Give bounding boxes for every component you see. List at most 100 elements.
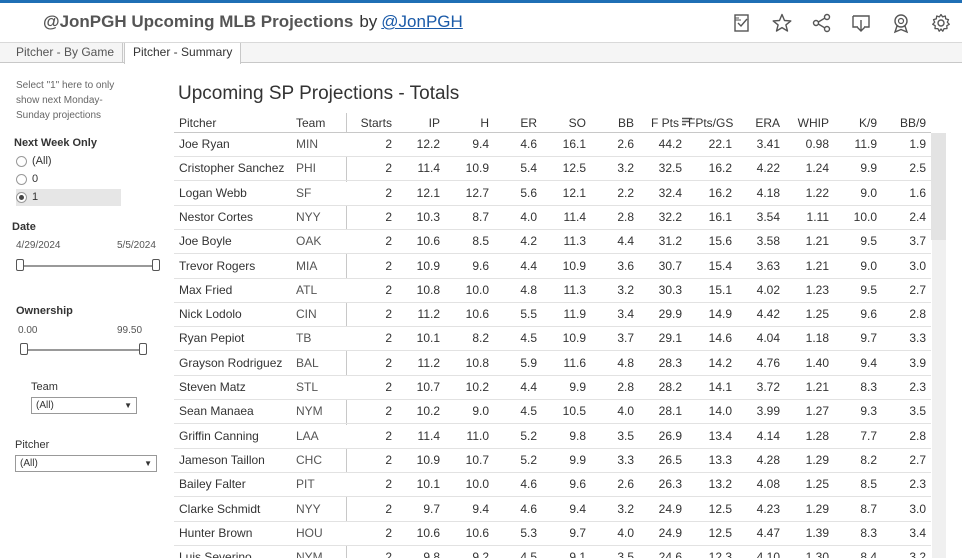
stat-cell: 2 [385, 258, 392, 273]
table-row[interactable]: Grayson Rodriguez BAL 2 11.2 10.8 5.9 11.6 4.8 2… [174, 352, 931, 376]
author-link[interactable]: @JonPGH [381, 12, 463, 31]
pitcher-name-cell: Joe Boyle [179, 234, 232, 249]
note-line: Sunday projections [16, 110, 102, 121]
team-cell: STL [296, 380, 319, 394]
stat-cell: 10.8 [416, 282, 440, 297]
stat-cell: 9.0 [472, 404, 489, 419]
team-dropdown[interactable]: (All) ▼ [31, 397, 137, 414]
tab-pitcher-by-game[interactable]: Pitcher - By Game [8, 43, 124, 63]
column-header[interactable]: F Pts [640, 116, 692, 130]
stat-cell: 5.3 [520, 525, 537, 540]
radio-button[interactable] [16, 156, 27, 167]
table-row[interactable]: Logan Webb SF 2 12.1 12.7 5.6 12.1 2.2 32.4 16.2 4… [174, 181, 931, 206]
pitcher-name-cell: Max Fried [179, 282, 233, 297]
column-header-label: H [480, 116, 489, 130]
pitcher-name-cell: Hunter Brown [179, 525, 253, 540]
stat-cell: 1.23 [805, 282, 829, 297]
download-icon[interactable] [850, 12, 872, 34]
column-header[interactable]: Pitcher [179, 116, 299, 130]
ownership-slider-max-handle[interactable] [139, 343, 147, 355]
date-slider-track[interactable] [20, 265, 157, 267]
clipboard-check-icon[interactable] [731, 12, 753, 34]
column-header[interactable]: Team [296, 116, 336, 130]
stat-cell: 32.5 [658, 161, 682, 176]
share-icon[interactable] [811, 12, 833, 34]
badge-icon[interactable] [890, 12, 912, 34]
stat-cell: 28.3 [658, 355, 682, 370]
column-header[interactable]: BB [594, 116, 634, 130]
stat-cell: 2 [385, 477, 392, 492]
table-row[interactable]: Luis Severino NYM 2 9.8 9.2 4.5 9.1 3.5 24.6 12.3… [174, 546, 931, 558]
column-header[interactable]: FPts/GS [688, 116, 733, 130]
table-row[interactable]: Nick Lodolo CIN 2 11.2 10.6 5.5 11.9 3.4 29.9 14.… [174, 303, 931, 328]
table-row[interactable]: Trevor Rogers MIA 2 10.9 9.6 4.4 10.9 3.6 30.7 15… [174, 255, 931, 279]
table-row[interactable]: Max Fried ATL 2 10.8 10.0 4.8 11.3 3.2 30.3 15.1 4… [174, 278, 931, 303]
table-row[interactable]: Ryan Pepiot TB 2 10.1 8.2 4.5 10.9 3.7 29.1 14.6 4… [174, 327, 931, 352]
table-row[interactable]: Hunter Brown HOU 2 10.6 10.6 5.3 9.7 4.0 24.9 12.… [174, 521, 931, 546]
column-header[interactable]: ER [499, 116, 537, 130]
stat-cell: 1.21 [805, 380, 829, 394]
column-header[interactable]: BB/9 [885, 116, 926, 130]
stat-cell: 4.6 [520, 137, 537, 151]
table-row[interactable]: Bailey Falter PIT 2 10.1 10.0 4.6 9.6 2.6 26.3 13… [174, 473, 931, 498]
pitcher-dropdown[interactable]: (All) ▼ [15, 455, 157, 472]
stat-cell: 2 [385, 355, 392, 370]
radio-button[interactable] [16, 174, 27, 185]
ownership-slider-track[interactable] [24, 349, 144, 351]
stat-cell: 15.1 [708, 282, 732, 297]
radio-option-0[interactable]: 0 [16, 171, 121, 188]
stat-cell: 3.7 [617, 331, 634, 346]
dashboard-title: @JonPGH Upcoming MLB Projections by @JonPG… [43, 12, 463, 32]
table-row[interactable]: Jameson Taillon CHC 2 10.9 10.7 5.2 9.9 3.3 26.5… [174, 449, 931, 473]
sort-descending-icon[interactable] [682, 116, 692, 130]
stat-cell: 11.4 [417, 161, 440, 176]
ownership-slider-min-handle[interactable] [20, 343, 28, 355]
star-icon[interactable] [771, 12, 793, 34]
table-row[interactable]: Joe Ryan MIN 2 12.2 9.4 4.6 16.1 2.6 44.2 22.1 3.4… [174, 133, 931, 157]
table-scrollbar-thumb[interactable] [931, 133, 946, 240]
column-header[interactable]: SO [546, 116, 586, 130]
table-row[interactable]: Steven Matz STL 2 10.7 10.2 4.4 9.9 2.8 28.2 14.1… [174, 376, 931, 400]
stat-cell: 3.2 [617, 282, 634, 297]
stat-cell: 10.6 [416, 525, 440, 540]
date-slider-min-handle[interactable] [16, 259, 24, 271]
stat-cell: 12.3 [708, 550, 732, 558]
radio-button[interactable] [16, 192, 27, 203]
date-slider-max-handle[interactable] [152, 259, 160, 271]
stat-cell: 4.08 [756, 477, 780, 492]
table-row[interactable]: Cristopher Sanchez PHI 2 11.4 10.9 5.4 12.5 3.2… [174, 157, 931, 182]
stat-cell: 4.02 [756, 282, 780, 297]
tab-pitcher-summary[interactable]: Pitcher - Summary [124, 43, 242, 64]
column-header[interactable]: WHIP [787, 116, 829, 130]
stat-cell: 1.29 [805, 501, 829, 516]
stat-cell: 16.1 [708, 209, 732, 224]
table-row[interactable]: Nestor Cortes NYY 2 10.3 8.7 4.0 11.4 2.8 32.2 16… [174, 206, 931, 230]
stat-cell: 10.6 [416, 234, 440, 249]
column-header[interactable]: Starts [354, 116, 392, 130]
table-row[interactable]: Sean Manaea NYM 2 10.2 9.0 4.5 10.5 4.0 28.1 14.0… [174, 400, 931, 425]
radio-option-1[interactable]: 1 [16, 189, 121, 206]
radio-option-all[interactable]: (All) [16, 153, 121, 170]
stat-cell: 30.3 [658, 282, 682, 297]
sheet-tabs: Pitcher - By Game Pitcher - Summary [0, 43, 962, 64]
stat-cell: 12.1 [562, 185, 586, 200]
stat-cell: 32.4 [658, 185, 682, 200]
stat-cell: 13.3 [708, 452, 732, 467]
stat-cell: 2 [385, 525, 392, 540]
stat-cell: 8.7 [472, 209, 489, 224]
table-row[interactable]: Griffin Canning LAA 2 11.4 11.0 5.2 9.8 3.5 26.9… [174, 424, 931, 449]
table-row[interactable]: Clarke Schmidt NYY 2 9.7 9.4 4.6 9.4 3.2 24.9 12.… [174, 498, 931, 522]
column-header[interactable]: K/9 [837, 116, 877, 130]
column-header-label: IP [428, 116, 440, 130]
column-header[interactable]: H [450, 116, 489, 130]
stat-cell: 1.21 [805, 234, 829, 249]
stat-cell: 1.25 [805, 307, 829, 322]
radio-label: (All) [32, 155, 52, 167]
gear-icon[interactable] [930, 12, 952, 34]
stat-cell: 10.1 [416, 477, 440, 492]
stat-cell: 29.1 [658, 331, 682, 346]
table-row[interactable]: Joe Boyle OAK 2 10.6 8.5 4.2 11.3 4.4 31.2 15.6 3.… [174, 230, 931, 255]
column-header[interactable]: ERA [739, 116, 780, 130]
stat-cell: 3.99 [756, 404, 780, 419]
column-header[interactable]: IP [402, 116, 440, 130]
